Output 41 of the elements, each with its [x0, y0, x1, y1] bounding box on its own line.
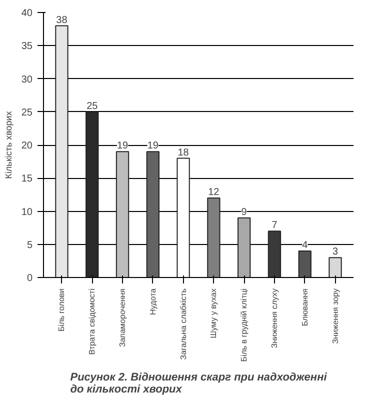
- bar: [176, 158, 190, 278]
- y-tick-label: 5: [26, 240, 33, 251]
- x-tick-label: Нудота: [148, 288, 158, 315]
- bar: [328, 257, 342, 278]
- data-label: 9: [241, 206, 248, 218]
- data-label: 7: [272, 220, 278, 232]
- x-tick-label: Біль в грудній клітці: [240, 288, 249, 362]
- data-label: 12: [208, 187, 220, 198]
- y-tick-label: 40: [21, 8, 33, 19]
- bar: [86, 111, 99, 278]
- bar: [298, 250, 312, 278]
- y-tick-label: 0: [26, 273, 33, 284]
- data-label: 19: [147, 140, 159, 152]
- x-tick-label: Запаморочення: [118, 288, 128, 348]
- bar: [116, 151, 130, 278]
- data-label: 25: [86, 100, 98, 112]
- x-tick-label: Втрата свідомості: [88, 288, 97, 355]
- y-tick-label: 15: [21, 174, 33, 185]
- bar: [146, 151, 160, 278]
- text: Рисунок 2. Відношення скарг при надходженні до кількості хворих: [70, 372, 328, 396]
- y-tick-label: 35: [21, 41, 33, 52]
- x-tick-label: Зниження зору: [330, 288, 340, 344]
- data-label: 18: [178, 147, 190, 158]
- x-tick-label: Блювання: [300, 288, 310, 326]
- x-tick-label: Загальна слабкість: [178, 288, 188, 360]
- bar: [55, 25, 68, 278]
- data-label: 3: [332, 246, 338, 258]
- y-tick-label: 20: [21, 140, 33, 152]
- x-tick-label: Біль голови: [57, 288, 66, 332]
- y-tick-label: 25: [21, 107, 33, 118]
- x-tick-label: Шуму у вухах: [209, 288, 218, 338]
- data-label: 4: [302, 240, 308, 251]
- bar: [268, 230, 282, 278]
- x-tick-label: Зниження слуху: [270, 288, 279, 348]
- data-label: 38: [56, 14, 68, 26]
- bar: [207, 198, 220, 278]
- y-tick-label: 10: [21, 206, 33, 218]
- y-tick-label: 30: [21, 74, 33, 86]
- bar: [238, 217, 251, 278]
- y-axis-title: Кількість хворих: [3, 110, 14, 179]
- data-label: 19: [116, 140, 129, 152]
